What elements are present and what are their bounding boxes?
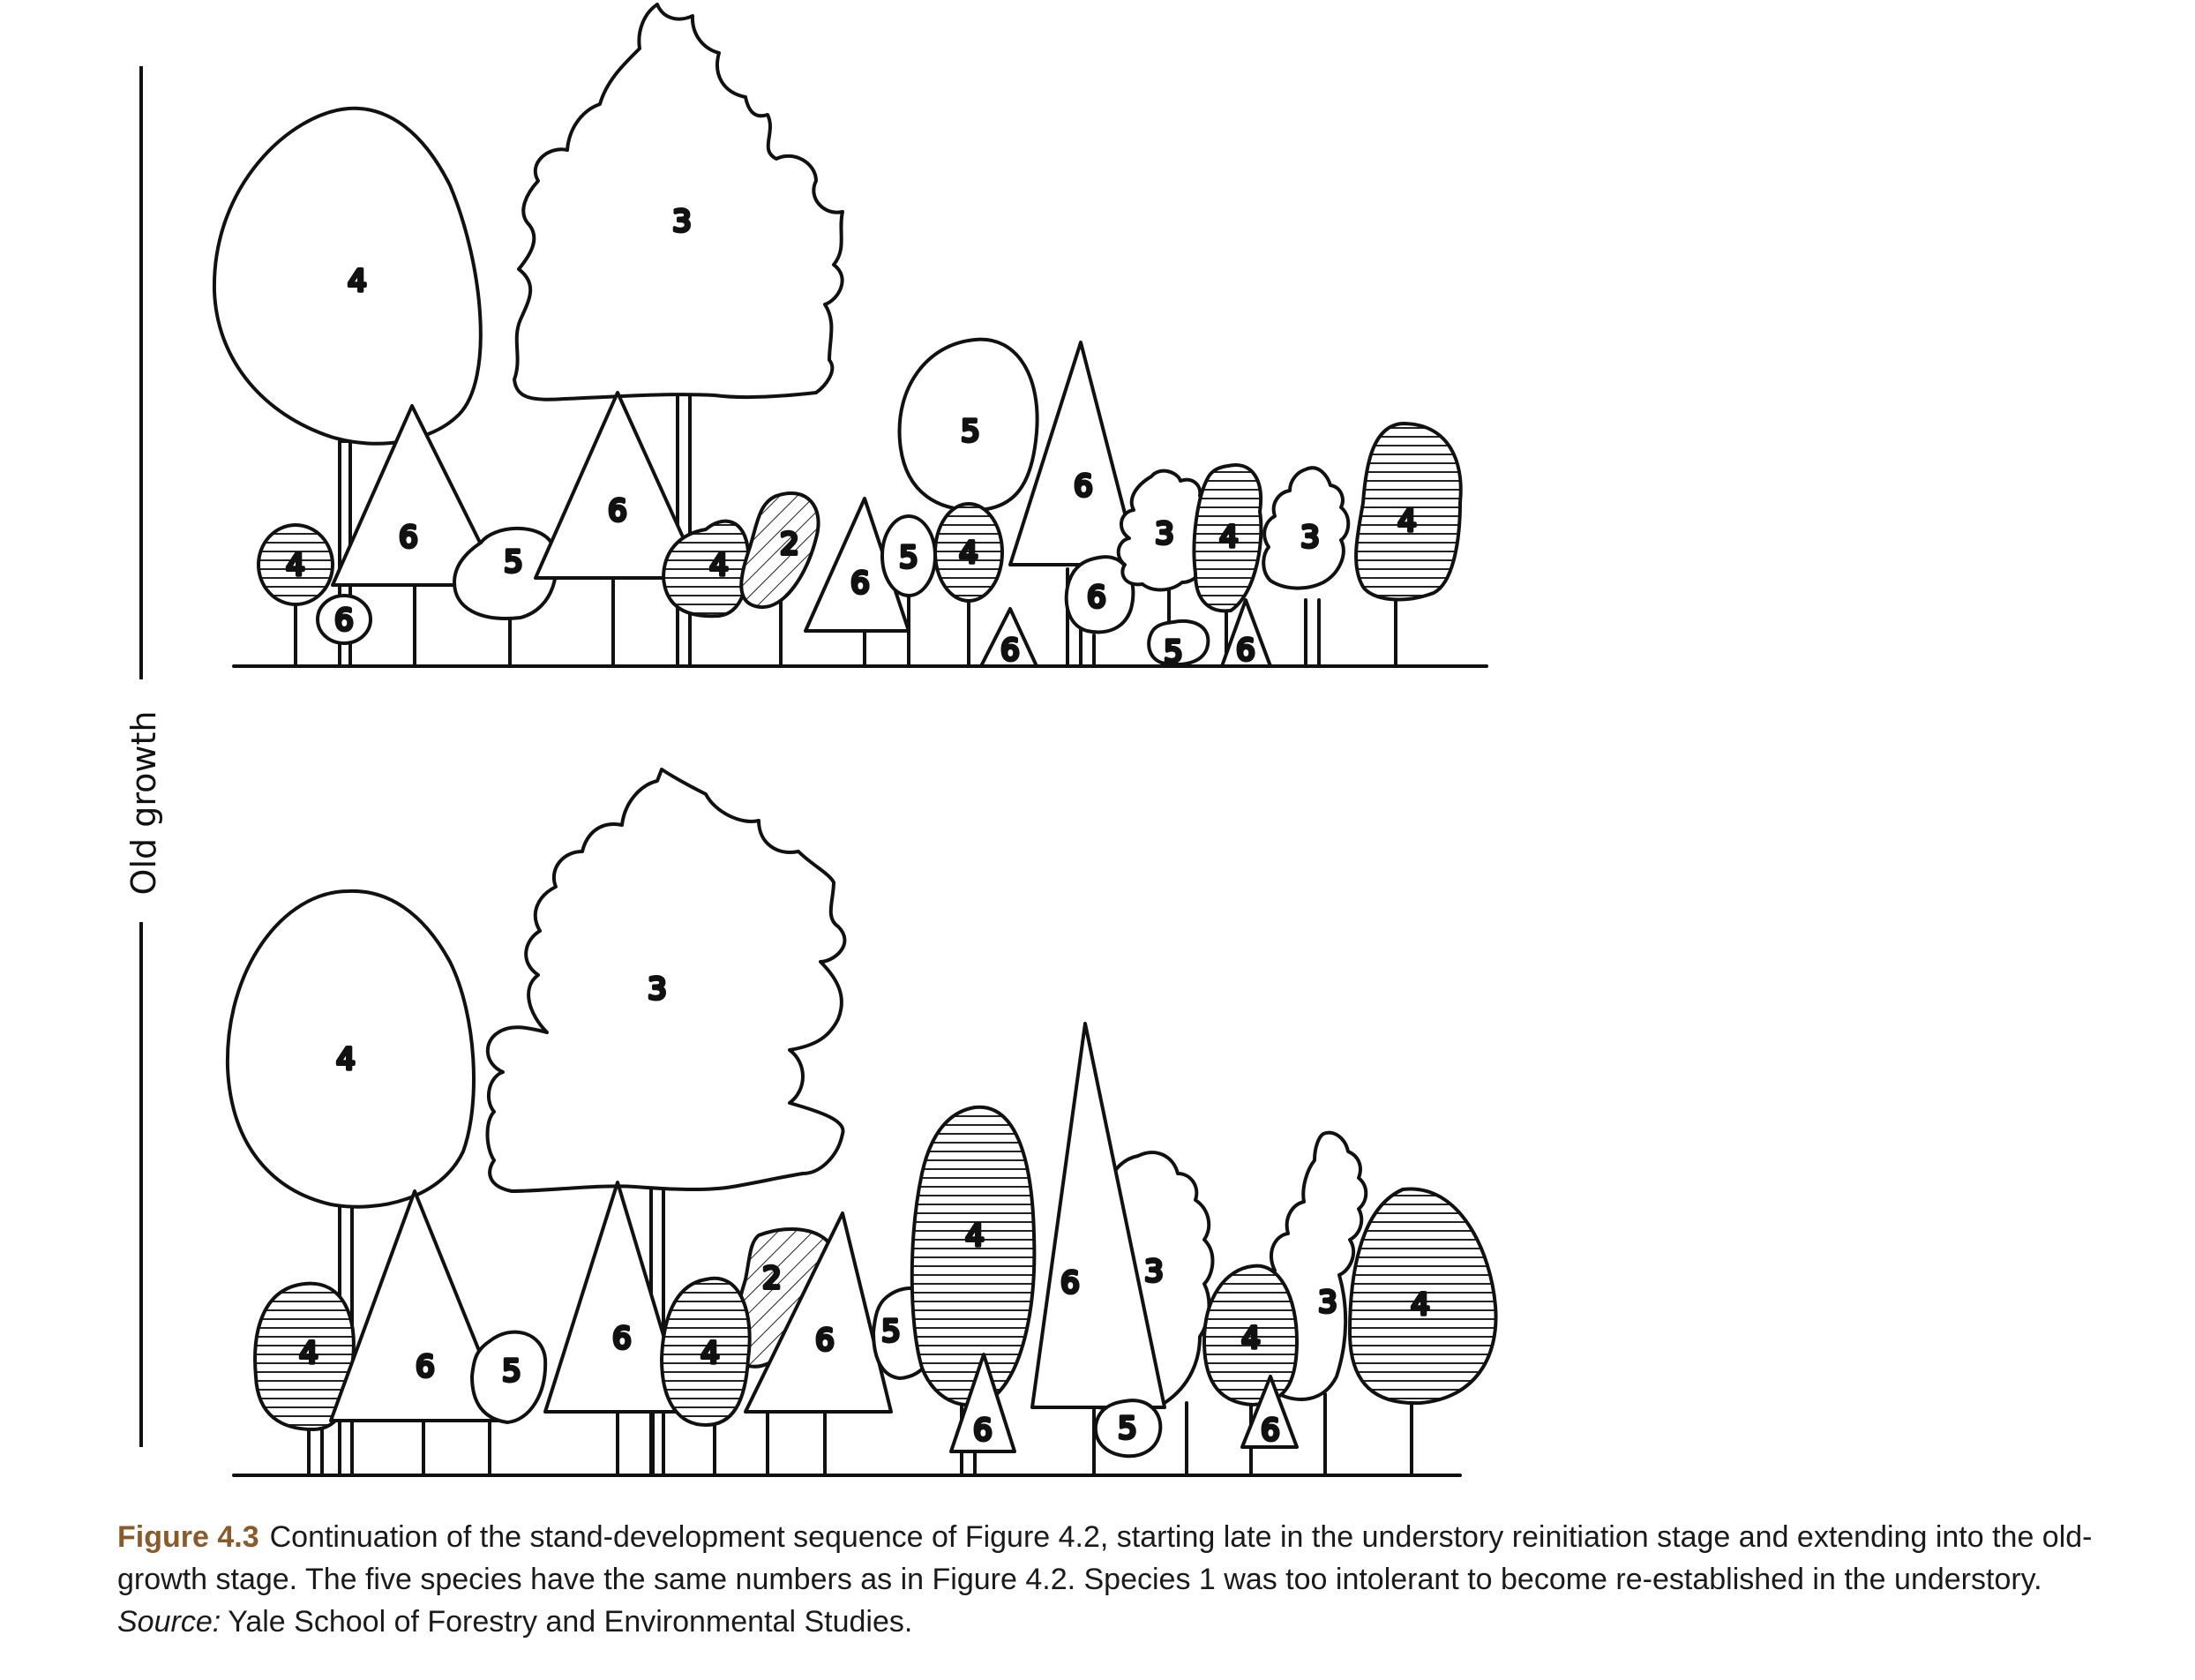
species-number-label: 3 [1144,1254,1164,1289]
species-number-label: 4 [959,536,978,571]
tree-species3-large [513,3,844,401]
species-number-label: 4 [709,548,729,583]
species-number-label: 6 [815,1323,835,1358]
species-number-label: 2 [762,1261,782,1296]
species-number-label: 6 [1000,633,1020,668]
tree-species4 [1202,1264,1299,1406]
species-number-label: 6 [612,1321,632,1356]
stage-bracket: Old growth [124,66,163,1447]
species-number-label: 6 [1060,1265,1080,1301]
species-number-label: 4 [1411,1287,1430,1323]
tree-species6 [949,1353,1016,1453]
species-number-label: 4 [965,1219,985,1254]
tree-species6 [1220,598,1272,668]
tree-species6 [329,1189,509,1422]
species-number-label: 5 [504,544,523,580]
species-number-label: 6 [399,520,418,555]
species-number-label: 5 [1118,1411,1137,1446]
species-number-label: 4 [286,548,305,583]
panel-late-understory-reinitiation: 4 3 4 6 6 5 6 4 2 6 5 5 [212,3,1488,671]
species-number-label: 5 [502,1354,521,1389]
tree-species4 [1348,1187,1498,1406]
tree-species6 [979,607,1038,668]
tree-species4-large [225,889,476,1209]
species-number-label: 4 [299,1336,318,1371]
tree-species6 [331,404,503,587]
species-number-label: 5 [1164,634,1183,670]
tree-species4 [910,1105,1037,1407]
species-number-label: 3 [672,204,692,239]
tree-species5 [1093,1399,1163,1459]
tree-species5 [470,1330,548,1424]
species-number-label: 6 [334,603,354,638]
species-number-label: 6 [1261,1413,1280,1448]
species-number-label: 5 [881,1314,901,1349]
source-label: Source: [117,1605,221,1639]
species-number-label: 6 [416,1349,435,1384]
species-number-label: 3 [1318,1285,1337,1320]
species-number-label: 5 [899,540,918,575]
species-number-label: 4 [1397,504,1417,539]
species-number-label: 6 [973,1413,993,1448]
tree-species4 [1354,422,1463,602]
species-number-label: 3 [1155,516,1174,551]
tree-species2 [739,491,820,610]
caption-text: Continuation of the stand-development se… [117,1520,2093,1596]
tree-species3 [1262,466,1351,590]
tree-species6 [534,391,703,580]
species-number-label: 3 [1300,520,1320,555]
tree-species6 [1240,1375,1299,1449]
tree-species4-small [257,523,334,606]
tree-species6 [543,1181,688,1414]
species-number-label: 2 [780,527,799,562]
tree-species4 [253,1281,356,1431]
figure-number: Figure 4.3 [117,1520,259,1554]
species-number-label: 6 [850,566,870,601]
tree-species4 [660,1276,752,1427]
tree-species6-seedling [316,594,372,645]
species-number-label: 4 [1241,1321,1261,1356]
tree-species6 [744,1211,893,1414]
species-number-label: 5 [961,414,980,449]
species-number-label: 6 [1236,633,1255,668]
tree-species5 [453,526,558,620]
tree-species6 [1008,341,1140,566]
species-number-label: 4 [700,1336,720,1371]
tree-species4-large [212,106,483,446]
tree-species3-large [485,768,847,1193]
tree-species4 [1192,463,1263,613]
stand-development-diagram: Old growth 4 3 4 6 [124,3,1498,1477]
tree-species4 [933,502,1004,603]
figure-caption: Figure 4.3 Continuation of the stand-deve… [117,1516,2146,1643]
tree-species5 [1147,619,1210,666]
tree-species3 [1116,469,1212,592]
source-text: Yale School of Forestry and Environmenta… [228,1605,913,1639]
stage-label: Old growth [124,711,163,896]
species-number-label: 6 [1074,469,1093,504]
panel-old-growth: 4 3 4 6 5 2 6 4 6 5 4 6 [225,768,1498,1477]
species-number-label: 6 [608,493,627,529]
species-number-label: 4 [1219,520,1239,555]
tree-species6 [1030,1022,1166,1409]
species-number-label: 3 [648,971,667,1007]
tree-species4 [662,519,751,619]
species-number-label: 6 [1087,580,1106,615]
species-number-label: 4 [336,1042,356,1077]
species-number-label: 4 [348,264,367,299]
